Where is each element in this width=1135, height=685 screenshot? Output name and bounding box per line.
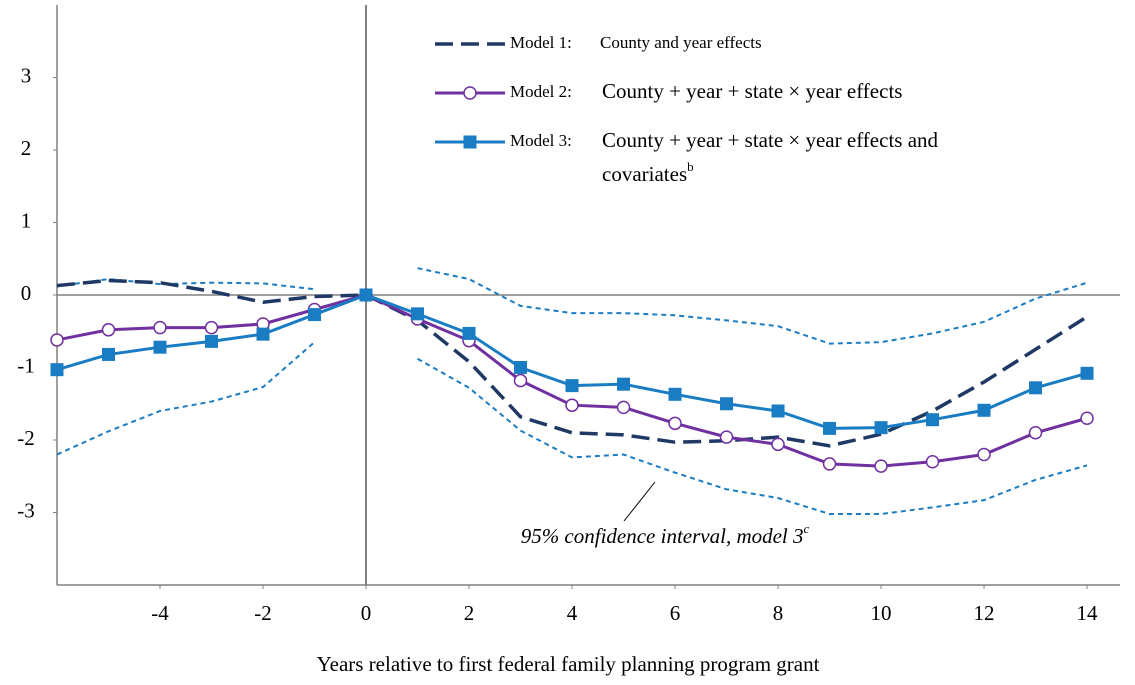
point	[874, 421, 888, 435]
ci-lower	[56, 341, 1088, 515]
point	[1029, 381, 1043, 395]
legend-marker	[463, 86, 477, 100]
y-tick-label: 1	[21, 208, 32, 232]
point	[256, 327, 270, 341]
annotation-sup: c	[804, 521, 810, 536]
point	[50, 333, 64, 347]
point	[926, 413, 940, 427]
y-tick-label: 0	[21, 281, 32, 305]
x-tick-label: -4	[151, 601, 169, 625]
legend-description-text: County and year effects	[600, 33, 762, 52]
point	[771, 437, 785, 452]
point	[204, 320, 219, 335]
annotation-text: 95% confidence interval, model 3	[521, 524, 804, 548]
point	[823, 421, 837, 435]
legend-description-text: County + year + state × year effects and	[602, 128, 939, 152]
legend-description: covariatesb	[602, 159, 694, 186]
legend-description-sup: b	[687, 159, 694, 174]
y-tick-label: -3	[17, 498, 35, 522]
x-axis-title: Years relative to first federal family p…	[317, 652, 820, 676]
y-tick-label: -1	[17, 353, 35, 377]
point	[977, 447, 991, 462]
legend-marker	[463, 135, 477, 149]
x-tick-label: 2	[464, 601, 475, 625]
x-tick-label: 8	[773, 601, 784, 625]
y-tick-label: 2	[21, 136, 32, 160]
point	[359, 288, 373, 302]
point	[616, 400, 631, 415]
point	[1080, 366, 1094, 380]
point	[565, 379, 579, 393]
legend-description: County + year + state × year effects and	[602, 128, 939, 152]
point	[50, 363, 64, 377]
point	[668, 416, 682, 431]
y-tick-label: -2	[17, 426, 35, 450]
y-tick-label: 3	[21, 63, 32, 87]
point	[977, 403, 991, 417]
x-tick-label: -2	[254, 601, 272, 625]
legend-description: County and year effects	[600, 33, 762, 52]
point	[308, 308, 322, 322]
point	[874, 459, 888, 473]
point	[617, 377, 631, 391]
point	[668, 387, 682, 401]
point	[101, 323, 116, 337]
ci-upper	[56, 267, 1088, 345]
point	[462, 326, 476, 340]
point	[1028, 426, 1043, 440]
legend-description: County + year + state × year effects	[602, 79, 902, 103]
x-tick-label: 14	[1077, 601, 1099, 625]
point	[411, 307, 425, 321]
legend-description-text: covariates	[602, 162, 687, 186]
x-tick-label: 0	[361, 601, 372, 625]
x-tick-label: 12	[974, 601, 995, 625]
point	[513, 373, 528, 388]
point	[720, 397, 734, 411]
legend-name: Model 3:	[510, 131, 572, 150]
legend-name: Model 2:	[510, 82, 572, 101]
point	[822, 457, 837, 471]
point	[719, 430, 734, 444]
annotation-pointer	[623, 481, 656, 522]
point	[514, 361, 528, 374]
point	[153, 340, 167, 354]
x-tick-label: 6	[670, 601, 681, 625]
point	[205, 334, 219, 348]
legend-name: Model 1:	[510, 33, 572, 52]
point	[1080, 411, 1094, 425]
legend-description-text: County + year + state × year effects	[602, 79, 902, 103]
point	[925, 455, 940, 469]
point	[565, 398, 579, 412]
point	[771, 404, 785, 418]
series-line	[56, 278, 1088, 448]
point	[153, 320, 167, 335]
x-tick-label: 4	[567, 601, 578, 625]
point	[102, 347, 116, 361]
annotation: 95% confidence interval, model 3c	[521, 521, 810, 548]
x-tick-label: 10	[871, 601, 892, 625]
